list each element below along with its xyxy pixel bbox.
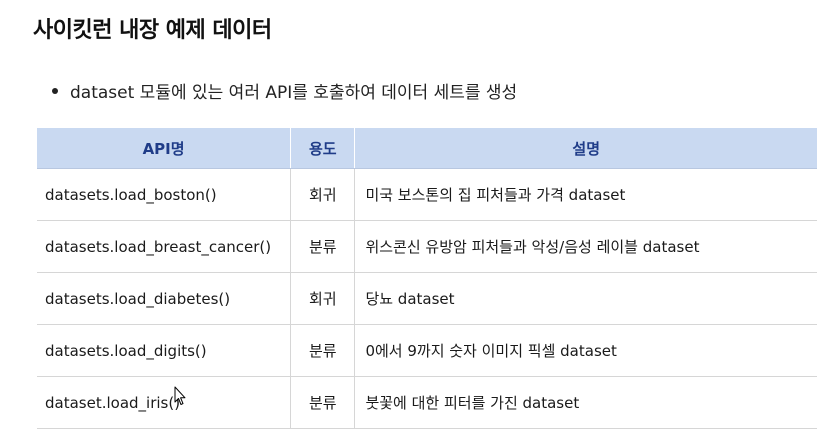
cell-api: dataset.load_iris()	[37, 376, 291, 429]
cell-use: 분류	[290, 376, 355, 429]
api-table: API명 용도 설명 datasets.load_boston() 회귀 미국 …	[37, 128, 817, 429]
bullet-item: dataset 모듈에 있는 여러 API를 호출하여 데이터 세트를 생성	[52, 78, 517, 103]
cell-use: 분류	[290, 220, 355, 273]
table-header-row: API명 용도 설명	[37, 128, 817, 169]
header-api-name: API명	[37, 128, 291, 169]
cell-desc: 0에서 9까지 숫자 이미지 픽셀 dataset	[354, 324, 817, 377]
table-row: datasets.load_diabetes() 회귀 당뇨 dataset	[37, 272, 817, 325]
cell-api: datasets.load_diabetes()	[37, 272, 291, 325]
header-description: 설명	[354, 128, 817, 169]
bullet-text: dataset 모듈에 있는 여러 API를 호출하여 데이터 세트를 생성	[70, 83, 518, 103]
cell-desc: 위스콘신 유방암 피처들과 악성/음성 레이블 dataset	[354, 220, 817, 273]
cell-use: 분류	[290, 324, 355, 377]
cell-use: 회귀	[290, 272, 355, 325]
cell-use: 회귀	[290, 168, 355, 221]
table-row: datasets.load_breast_cancer() 분류 위스콘신 유방…	[37, 220, 817, 273]
cell-api: datasets.load_breast_cancer()	[37, 220, 291, 273]
page-title: 사이킷런 내장 예제 데이터	[33, 18, 272, 43]
cell-desc: 당뇨 dataset	[354, 272, 817, 325]
cell-desc: 붓꽃에 대한 피터를 가진 dataset	[354, 376, 817, 429]
table-row: datasets.load_boston() 회귀 미국 보스톤의 집 피처들과…	[37, 168, 817, 221]
mouse-pointer-icon	[174, 386, 186, 405]
cell-api: datasets.load_boston()	[37, 168, 291, 221]
table-row: dataset.load_iris() 분류 붓꽃에 대한 피터를 가진 dat…	[37, 376, 817, 429]
bullet-dot-icon	[52, 87, 58, 94]
table-row: datasets.load_digits() 분류 0에서 9까지 숫자 이미지…	[37, 324, 817, 377]
cell-api: datasets.load_digits()	[37, 324, 291, 377]
cell-desc: 미국 보스톤의 집 피처들과 가격 dataset	[354, 168, 817, 221]
header-purpose: 용도	[290, 128, 355, 169]
